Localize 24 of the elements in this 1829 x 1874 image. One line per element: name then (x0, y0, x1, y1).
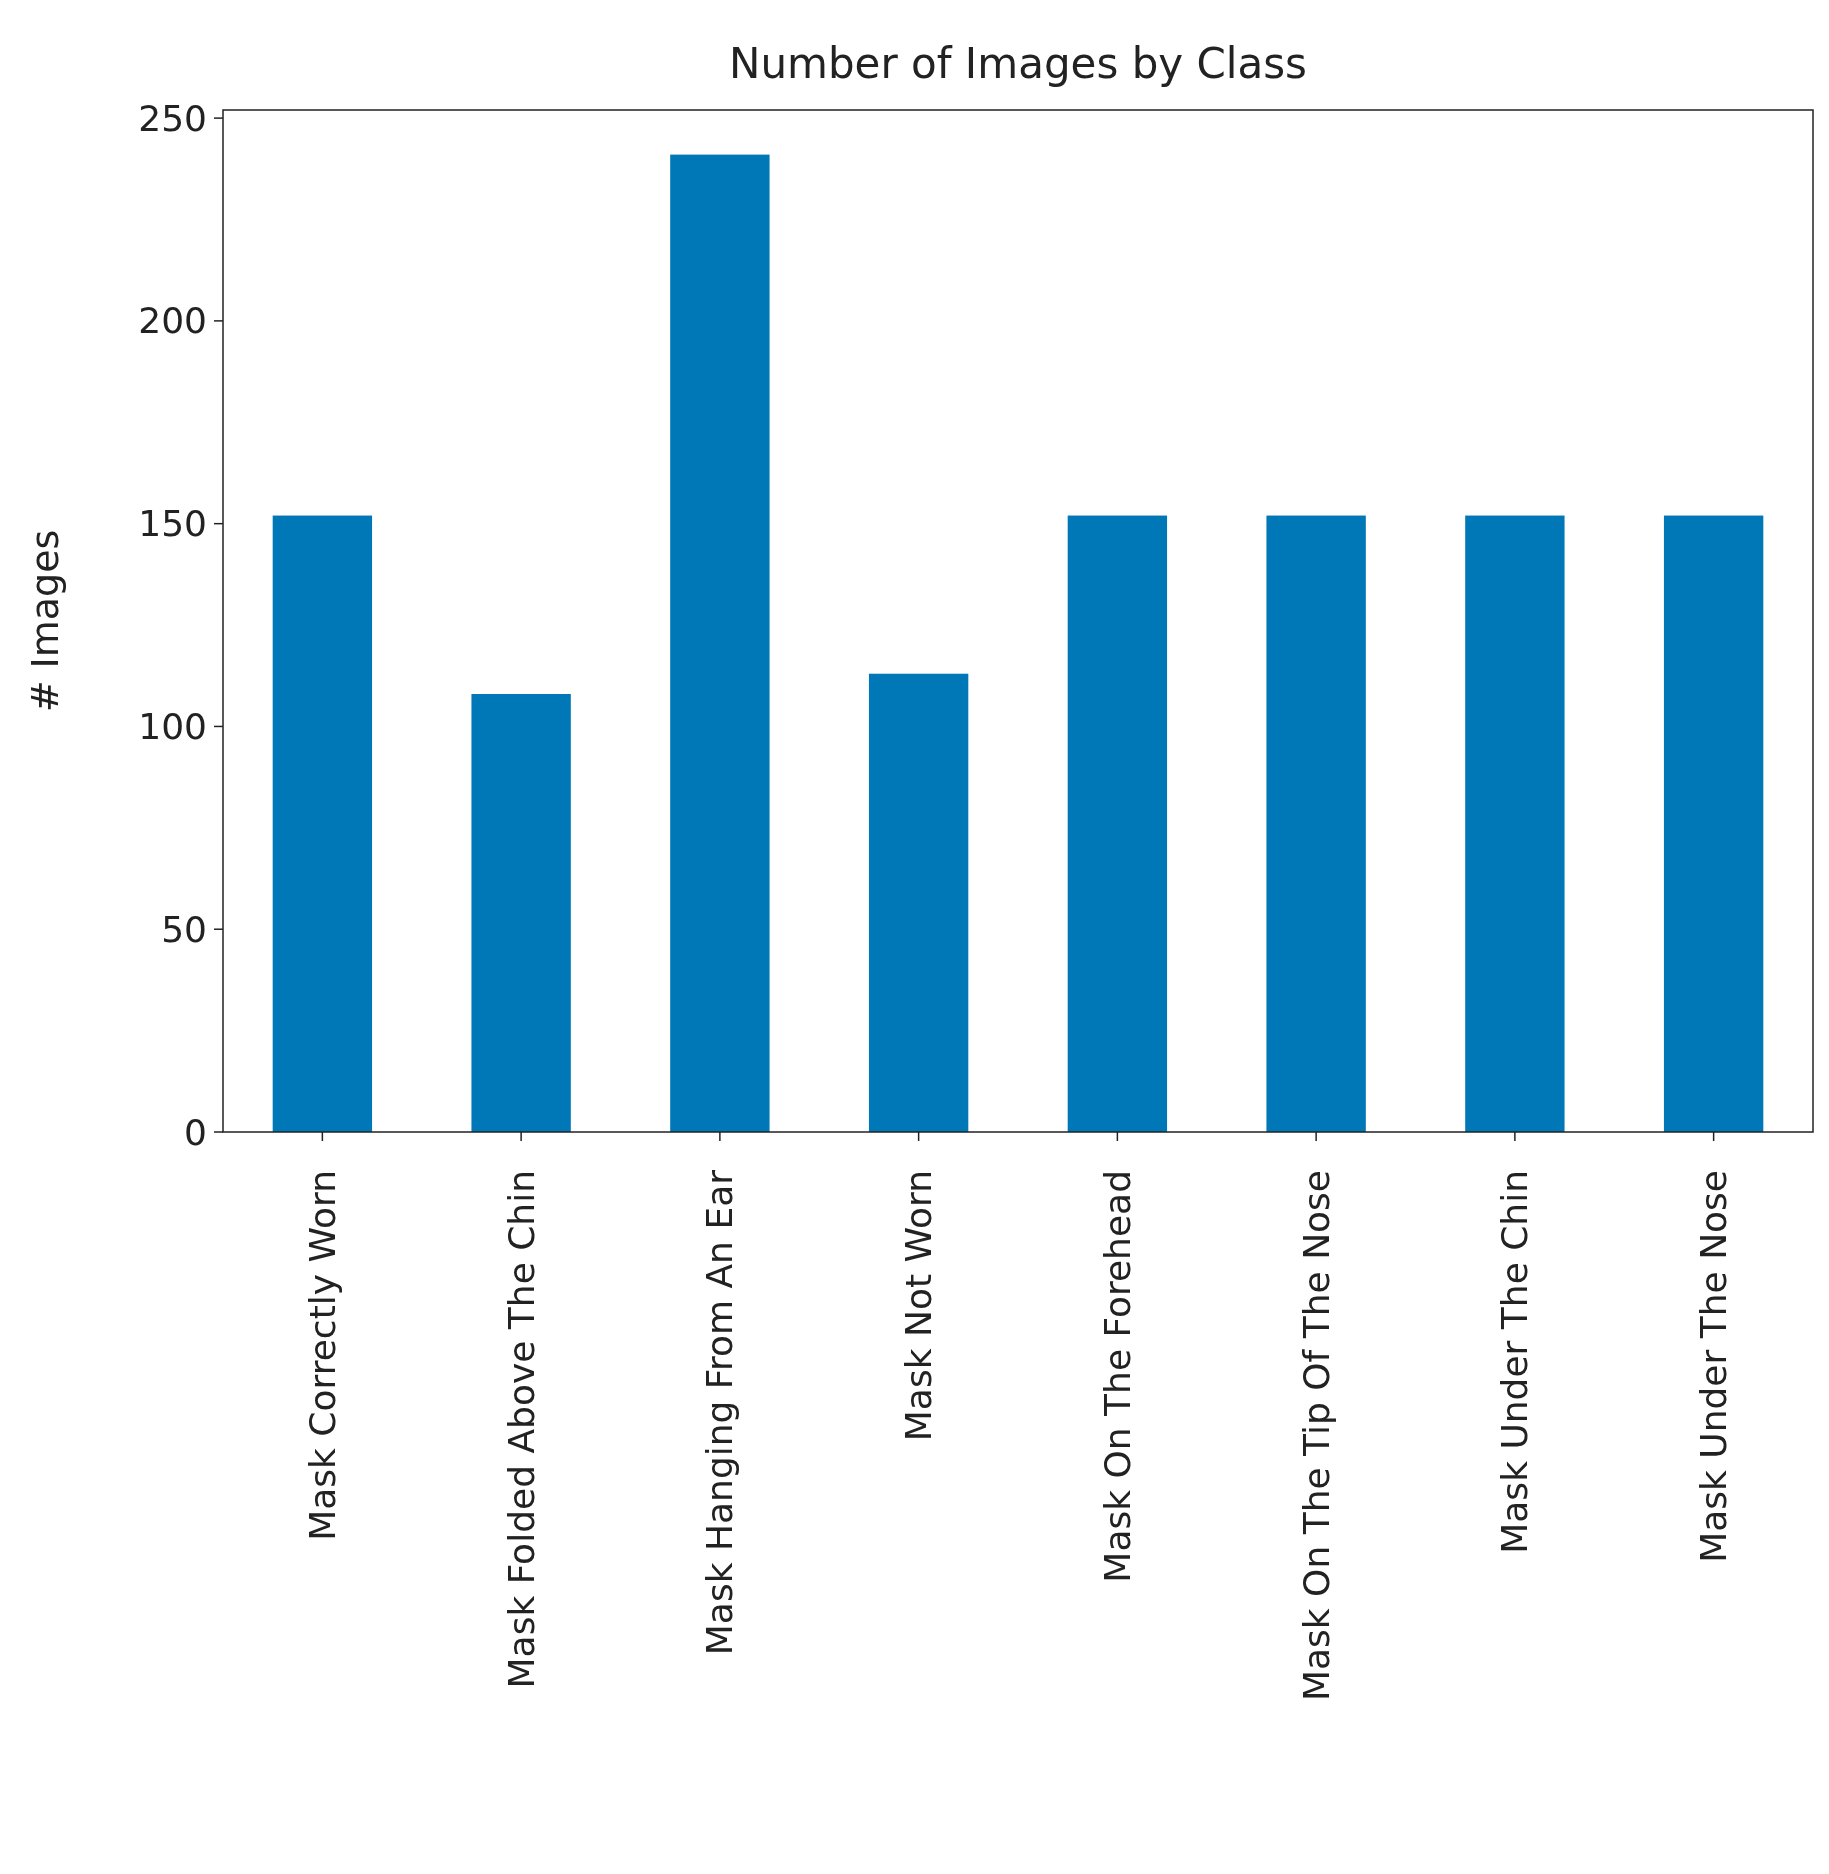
x-tick-label: Mask On The Tip Of The Nose (1295, 1170, 1337, 1702)
bar (272, 515, 373, 1132)
y-tick-label: 100 (138, 706, 207, 748)
bar (1067, 515, 1168, 1132)
y-tick-label: 200 (138, 300, 207, 342)
bar (1266, 515, 1366, 1132)
x-tick-label: Mask Hanging From An Ear (699, 1169, 741, 1656)
bar (471, 694, 571, 1132)
y-tick-label: 0 (184, 1111, 207, 1153)
x-tick-label: Mask Folded Above The Chin (500, 1170, 542, 1689)
y-tick-label: 50 (161, 908, 207, 950)
y-axis-title: # Images (23, 529, 67, 713)
chart-title: Number of Images by Class (728, 39, 1308, 88)
x-tick-label: Mask Correctly Worn (301, 1170, 343, 1541)
bar (868, 673, 969, 1132)
bar (1663, 515, 1764, 1132)
bar (670, 154, 770, 1132)
y-tick-label: 250 (138, 97, 207, 139)
x-tick-label: Mask Not Worn (898, 1170, 940, 1442)
x-tick-label: Mask On The Forehead (1096, 1170, 1138, 1583)
y-tick-label: 150 (138, 503, 207, 545)
x-tick-label: Mask Under The Nose (1693, 1170, 1735, 1563)
bar (1465, 515, 1565, 1132)
x-tick-label: Mask Under The Chin (1494, 1170, 1536, 1554)
